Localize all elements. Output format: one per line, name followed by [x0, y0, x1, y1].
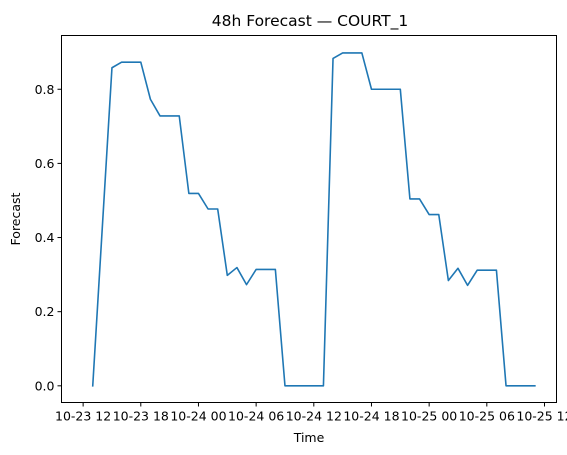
y-tick-label: 0.0	[35, 378, 55, 393]
y-tick-label: 0.6	[35, 156, 55, 171]
x-tick-label: 10-25 06	[459, 409, 515, 424]
x-axis-label: Time	[293, 430, 325, 445]
x-tick-label: 10-25 00	[401, 409, 457, 424]
forecast-series-line	[91, 52, 536, 387]
plot-frame	[61, 35, 557, 403]
chart-title: 48h Forecast — COURT_1	[212, 12, 409, 31]
x-tick-label: 10-24 06	[228, 409, 284, 424]
x-tick-label: 10-24 18	[343, 409, 399, 424]
x-tick-label: 10-23 12	[55, 409, 111, 424]
y-tick-label: 0.4	[35, 230, 55, 245]
x-tick-label: 10-24 12	[286, 409, 342, 424]
x-axis: 10-23 12 10-23 18 10-24 00 10-24 06 10-24 12…	[55, 402, 567, 424]
y-tick-label: 0.8	[35, 82, 55, 97]
y-axis-label: Forecast	[8, 192, 23, 245]
x-tick-label: 10-23 18	[113, 409, 169, 424]
y-tick-label: 0.2	[35, 304, 55, 319]
x-tick-label: 10-24 00	[170, 409, 226, 424]
x-tick-label: 10-25 12	[516, 409, 567, 424]
y-axis: 0.0 0.2 0.4 0.6 0.8	[35, 82, 62, 393]
